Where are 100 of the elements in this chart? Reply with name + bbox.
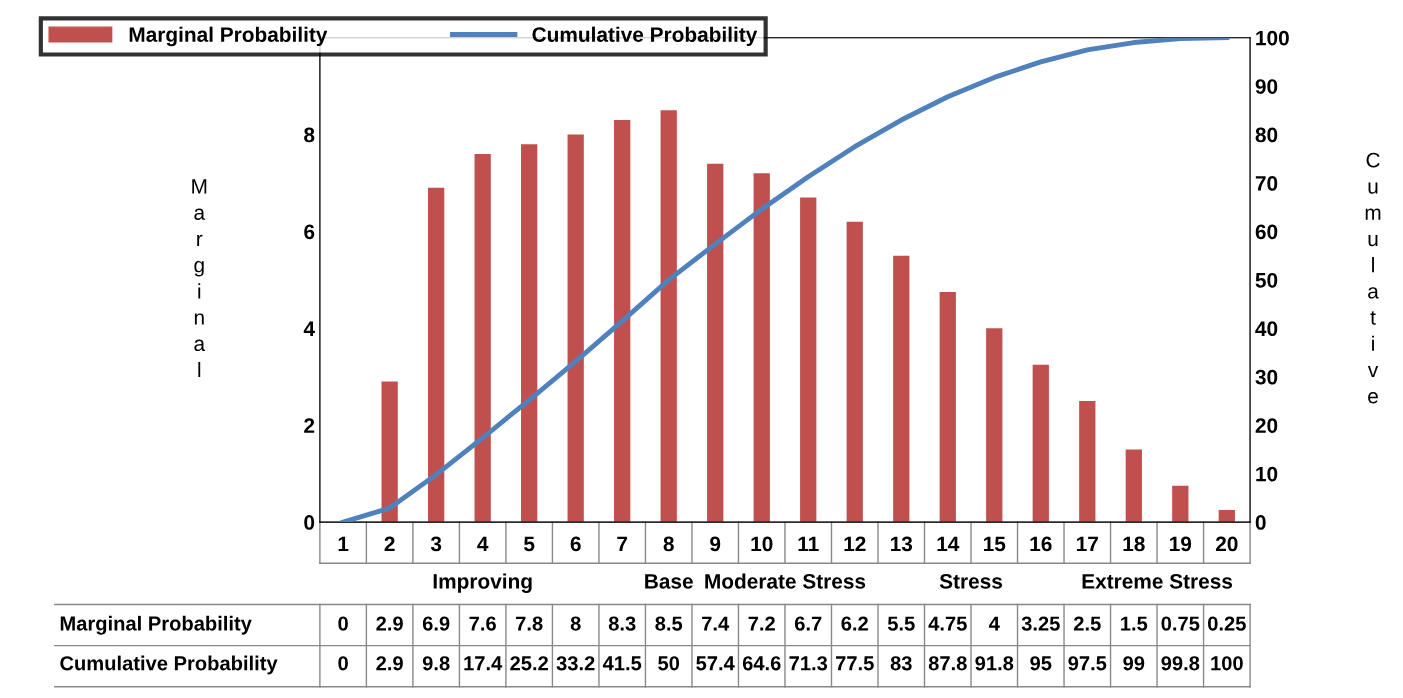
y-tick-label: 8 (304, 127, 315, 143)
y2-tick-label: 90 (1255, 79, 1278, 94)
x-tick-label: 20 (1215, 536, 1238, 552)
y2-tick-label: 60 (1255, 224, 1278, 240)
text: Stress (939, 573, 1003, 589)
data-label: 1.5 (1121, 616, 1148, 631)
x-tick-label: 5 (524, 536, 535, 552)
data-label: 0.75 (1161, 616, 1200, 631)
bar (846, 221, 863, 523)
data-label: 100 (1211, 656, 1243, 671)
bar (753, 173, 770, 523)
text: Cumulative Probability (60, 655, 278, 675)
x-tick-label: 16 (1030, 536, 1052, 552)
bar (521, 144, 538, 523)
text: Marginal Probability (60, 615, 252, 635)
y-tick-label: 6 (304, 224, 315, 240)
data-label: 7.2 (748, 616, 775, 631)
data-label: 6.7 (794, 616, 822, 631)
data-label: 2.9 (376, 656, 403, 671)
data-label: 77.5 (836, 656, 874, 671)
x-tick-label: 4 (477, 536, 489, 552)
data-label: 0 (338, 656, 348, 671)
data-label: 7.4 (702, 616, 730, 631)
data-label: 2.9 (376, 616, 403, 631)
text: Base (645, 574, 693, 589)
data-label: 91.8 (975, 656, 1014, 671)
bar (1032, 364, 1049, 523)
data-label: 41.5 (602, 656, 642, 671)
y2-tick-label: 0 (1255, 515, 1266, 530)
data-label: 8 (570, 616, 581, 631)
x-tick-label: 1 (338, 536, 349, 552)
y2-tick-label: 40 (1255, 321, 1278, 337)
y-axis-title: Marginal (192, 179, 207, 378)
data-label: 83 (890, 656, 912, 671)
x-tick-label: 18 (1123, 536, 1145, 552)
bar (660, 110, 677, 523)
data-label: 5.5 (887, 616, 915, 631)
x-tick-label: 8 (663, 536, 674, 552)
data-label: 0 (338, 616, 348, 631)
y2-tick-label: 50 (1255, 272, 1278, 288)
x-tick-label: 13 (890, 536, 913, 552)
data-label: 99.8 (1161, 656, 1200, 671)
data-label: 7.6 (469, 616, 496, 631)
y-tick-label: 4 (303, 321, 315, 336)
legend-label: Cumulative Probability (532, 26, 758, 47)
bar (939, 292, 956, 523)
x-tick-label: 17 (1077, 536, 1098, 552)
x-tick-label: 14 (937, 536, 960, 552)
data-label: 95 (1030, 656, 1052, 671)
x-tick-label: 9 (710, 536, 721, 552)
data-label: 33.2 (556, 656, 595, 671)
y2-tick-label: 100 (1256, 30, 1289, 46)
y2-tick-label: 70 (1255, 176, 1278, 191)
data-label: 87.8 (928, 656, 967, 671)
text: Cumulative (1365, 152, 1381, 404)
data-label: 6.2 (841, 616, 868, 631)
data-label: 0.25 (1208, 616, 1246, 631)
data-label: 64.6 (742, 656, 781, 671)
bar (567, 134, 584, 523)
data-label: 50 (658, 656, 680, 671)
bar (381, 381, 398, 523)
data-label: 4 (988, 616, 1000, 631)
data-label: 6.9 (422, 616, 450, 631)
x-tick-label: 15 (984, 536, 1006, 552)
bar (893, 255, 910, 523)
legend-label: Marginal Probability (129, 26, 328, 47)
data-label: 57.4 (696, 656, 735, 671)
text: Extreme Stress (1082, 573, 1233, 589)
data-label: 71.3 (789, 656, 828, 671)
data-label: 2.5 (1073, 616, 1101, 631)
data-label: 3.25 (1021, 616, 1060, 631)
x-tick-label: 6 (570, 536, 581, 552)
bar (1172, 485, 1189, 523)
y2-tick-label: 20 (1255, 418, 1278, 433)
text: Improving (433, 573, 532, 593)
x-tick-label: 3 (430, 536, 442, 552)
data-label: 25.2 (510, 656, 548, 671)
x-tick-label: 19 (1170, 536, 1192, 552)
text: Moderate Stress (705, 573, 866, 589)
bar (707, 163, 724, 523)
x-tick-label: 12 (844, 536, 866, 552)
bar (800, 197, 817, 523)
y-tick-label: 0 (304, 515, 315, 530)
bar (1079, 401, 1096, 523)
data-label: 8.5 (655, 616, 683, 631)
data-label: 7.8 (516, 616, 543, 631)
data-label: 99 (1123, 656, 1145, 671)
data-label: 97.5 (1068, 656, 1107, 671)
data-label: 17.4 (464, 656, 503, 671)
data-label: 9.8 (422, 656, 450, 671)
x-tick-label: 2 (384, 536, 395, 552)
x-tick-label: 7 (617, 536, 628, 552)
bar (986, 328, 1003, 523)
data-label: 4.75 (928, 616, 967, 631)
x-tick-label: 11 (798, 536, 819, 552)
x-tick-label: 10 (751, 536, 773, 552)
bar (1125, 449, 1142, 523)
bar (614, 120, 631, 523)
y-tick-label: 2 (304, 418, 315, 433)
y2-tick-label: 30 (1255, 369, 1278, 385)
